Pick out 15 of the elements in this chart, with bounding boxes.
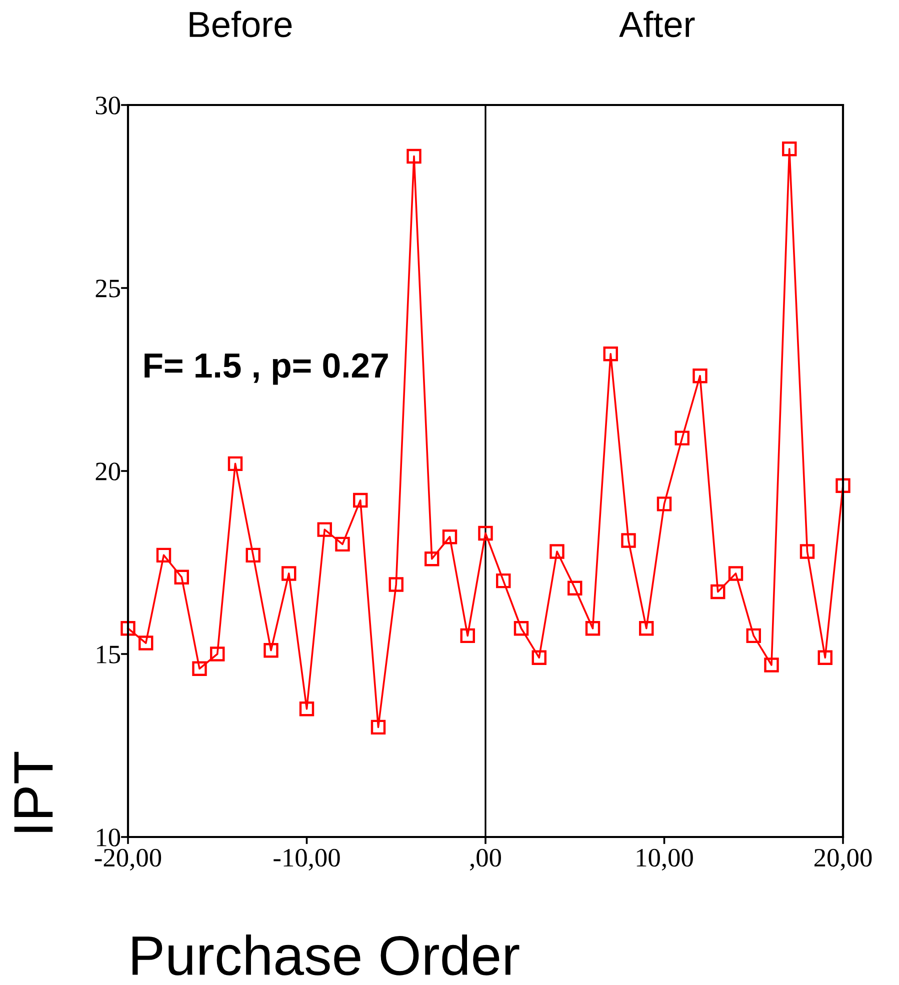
x-tick-label: -20,00 <box>94 848 162 870</box>
y-tick-label: 15 <box>96 646 120 664</box>
y-tick-label: 30 <box>96 96 120 114</box>
y-axis-title: IPT <box>14 752 53 832</box>
y-tick-label: 20 <box>96 462 120 480</box>
text: After <box>619 10 695 38</box>
x-tick-label: ,00 <box>470 848 501 870</box>
x-axis-title: Purchase Order <box>132 934 520 976</box>
y-tick-label: 10 <box>96 828 120 846</box>
text: Before <box>190 10 292 38</box>
x-tick-label: -10,00 <box>274 848 340 870</box>
x-tick-label: 10,00 <box>636 848 693 870</box>
y-tick-label: 25 <box>96 280 120 298</box>
x-tick-label: 20,00 <box>814 848 872 870</box>
annotation: F= 1.5 , p= 0.27 <box>144 353 388 385</box>
